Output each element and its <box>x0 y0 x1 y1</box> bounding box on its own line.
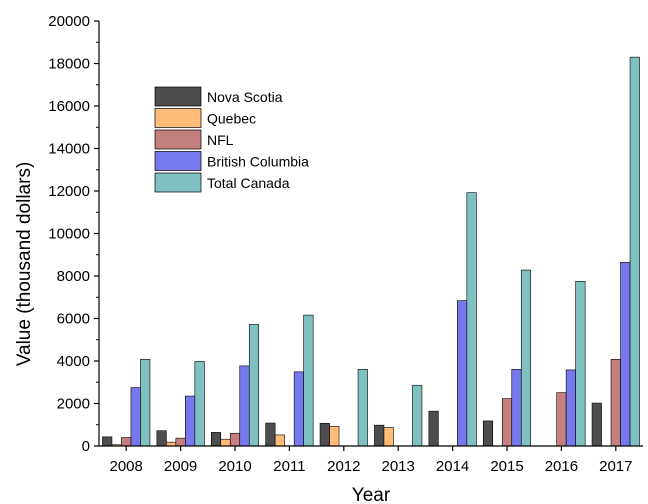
bar-nfl-2009 <box>175 437 186 447</box>
legend-swatch-total-canada <box>154 172 202 193</box>
bar-total-canada-2014 <box>466 192 477 447</box>
bar-british-columbia-2009 <box>185 395 196 447</box>
x-tick-label: 2008 <box>110 458 143 475</box>
bar-nova-scotia-2015 <box>482 420 494 447</box>
bar-british-columbia-2014 <box>457 300 468 447</box>
y-tick-label: 0 <box>82 438 90 455</box>
legend-swatch-nova-scotia <box>154 86 202 107</box>
bar-total-canada-2016 <box>575 281 586 447</box>
bar-total-canada-2009 <box>194 361 205 447</box>
y-tick-label: 6000 <box>57 311 90 328</box>
bar-total-canada-2017 <box>629 56 640 447</box>
bar-quebec-2013 <box>383 427 394 447</box>
bar-british-columbia-2015 <box>511 368 522 447</box>
x-tick-label: 2014 <box>436 458 469 475</box>
x-tick-label: 2009 <box>164 458 197 475</box>
y-tick-label: 18000 <box>48 56 90 73</box>
bar-nova-scotia-2008 <box>102 436 113 447</box>
bar-nfl-2010 <box>229 432 241 447</box>
bar-nfl-2017 <box>610 358 621 447</box>
legend-label-british-columbia: British Columbia <box>207 154 309 170</box>
x-tick-label: 2015 <box>490 458 523 475</box>
bar-total-canada-2008 <box>140 358 151 447</box>
bar-nova-scotia-2009 <box>156 430 167 447</box>
x-tick-label: 2016 <box>545 458 578 475</box>
bar-total-canada-2013 <box>412 384 423 447</box>
x-axis-title: Year <box>352 485 391 504</box>
y-tick-label: 12000 <box>48 183 90 200</box>
x-tick-label: 2012 <box>327 458 360 475</box>
y-tick-label: 20000 <box>48 13 90 30</box>
y-tick-label: 2000 <box>57 396 90 413</box>
bar-quebec-2010 <box>220 438 231 447</box>
y-tick-label: 4000 <box>57 353 90 370</box>
bar-british-columbia-2008 <box>130 387 141 447</box>
bar-total-canada-2015 <box>520 269 532 447</box>
bar-nova-scotia-2012 <box>319 422 330 447</box>
legend-label-total-canada: Total Canada <box>207 175 290 191</box>
legend-swatch-british-columbia <box>154 151 202 171</box>
legend-label-quebec: Quebec <box>207 111 256 127</box>
bar-nova-scotia-2013 <box>374 424 385 447</box>
legend-label-nova-scotia: Nova Scotia <box>207 89 283 105</box>
y-tick-label: 14000 <box>48 141 90 158</box>
y-tick-label: 10000 <box>48 226 90 243</box>
x-axis: 2008 2009 2010 2011 2012 2013 2014 2015 2016 2017 <box>99 445 643 475</box>
bar-total-canada-2010 <box>248 324 260 447</box>
bar-british-columbia-2010 <box>239 365 250 447</box>
y-axis-title: Value (thousand dollars) <box>14 162 35 367</box>
bar-nova-scotia-2011 <box>265 422 276 447</box>
x-tick-label: 2013 <box>382 458 415 475</box>
legend-swatch-nfl <box>154 129 202 150</box>
x-tick-label: 2017 <box>599 458 632 475</box>
bars-layer <box>102 56 640 447</box>
bar-british-columbia-2017 <box>620 262 631 447</box>
bar-british-columbia-2016 <box>565 369 576 447</box>
legend: Nova Scotia Quebec NFL British Columbia Tota… <box>154 86 338 195</box>
legend-swatch-quebec <box>154 108 202 128</box>
bar-british-columbia-2011 <box>293 371 304 447</box>
y-axis: 0 2000 4000 6000 8000 10000 12000 14000 16000 180… <box>48 13 100 455</box>
y-tick-label: 8000 <box>57 268 90 285</box>
bar-nova-scotia-2010 <box>210 432 222 447</box>
bar-nova-scotia-2014 <box>428 410 439 447</box>
y-tick-label: 16000 <box>48 98 90 115</box>
bar-nova-scotia-2017 <box>591 402 602 447</box>
bar-total-canada-2012 <box>357 368 368 447</box>
bar-quebec-2011 <box>274 434 285 447</box>
bar-nfl-2016 <box>556 392 567 447</box>
bar-nfl-2008 <box>121 437 132 447</box>
bar-nfl-2015 <box>501 398 513 447</box>
legend-label-nfl: NFL <box>207 132 234 148</box>
bar-total-canada-2011 <box>303 314 314 447</box>
x-tick-label: 2010 <box>218 458 251 475</box>
bar-quebec-2012 <box>329 426 340 447</box>
x-tick-label: 2011 <box>273 458 305 475</box>
